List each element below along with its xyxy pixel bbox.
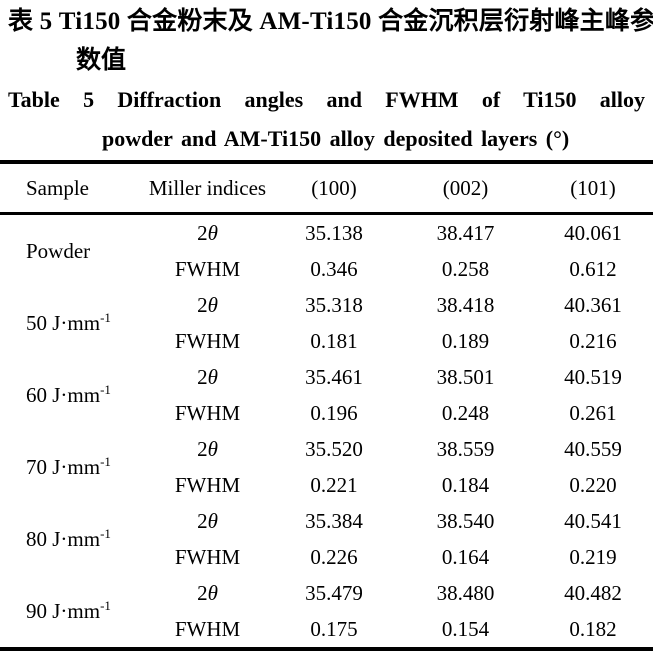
caption-english-line1: Table 5 Diffraction angles and FWHM of T… <box>8 87 645 112</box>
caption-english-line2: powder and AM-Ti150 alloy deposited laye… <box>102 126 570 151</box>
metric-cell: FWHM <box>174 544 241 569</box>
table-row: Powder 2θ 35.138 38.417 40.061 <box>0 214 653 264</box>
metric-cell: 2θ <box>197 220 218 245</box>
table-row: FWHM 0.226 0.164 0.219 <box>0 539 653 575</box>
header-100: (100) <box>270 162 398 215</box>
value-cell: 40.559 <box>564 436 622 461</box>
metric-cell: 2θ <box>197 292 218 317</box>
value-cell: 0.182 <box>569 616 617 641</box>
value-cell: 38.559 <box>436 436 495 461</box>
value-cell: 35.318 <box>305 292 363 317</box>
table-row: 80 J·mm-1 2θ 35.384 38.540 40.541 <box>0 503 653 552</box>
diffraction-table: Sample Miller indices (100) (002) (101) … <box>0 160 653 651</box>
value-cell: 0.261 <box>569 400 617 425</box>
sample-cell-50: 50 J·mm-1 <box>26 310 111 335</box>
value-cell: 0.248 <box>441 400 490 425</box>
value-cell: 40.519 <box>564 364 622 389</box>
table-row: FWHM 0.346 0.258 0.612 <box>0 251 653 287</box>
value-cell: 0.184 <box>441 472 490 497</box>
value-cell: 35.461 <box>305 364 363 389</box>
value-cell: 0.181 <box>310 328 358 353</box>
table-row: 70 J·mm-1 2θ 35.520 38.559 40.559 <box>0 431 653 480</box>
value-cell: 0.175 <box>310 616 358 641</box>
metric-cell: FWHM <box>174 328 241 353</box>
value-cell: 0.196 <box>310 400 358 425</box>
table-row: 90 J·mm-1 2θ 35.479 38.480 40.482 <box>0 575 653 624</box>
caption-chinese-line2: 数值 <box>76 47 127 74</box>
value-cell: 40.061 <box>564 220 622 245</box>
metric-cell: FWHM <box>174 256 241 281</box>
table-row: 60 J·mm-1 2θ 35.461 38.501 40.519 <box>0 359 653 408</box>
metric-cell: FWHM <box>174 400 241 425</box>
table-header-row: Sample Miller indices (100) (002) (101) <box>0 162 653 215</box>
metric-cell: FWHM <box>174 616 241 641</box>
caption-chinese-line1: 表 5 Ti150 合金粉末及 AM-Ti150 合金沉积层衍射峰主峰参 <box>8 8 653 35</box>
value-cell: 0.221 <box>310 472 358 497</box>
value-cell: 0.346 <box>310 256 358 281</box>
table-row: FWHM 0.196 0.248 0.261 <box>0 395 653 431</box>
value-cell: 40.361 <box>564 292 622 317</box>
header-sample: Sample <box>0 162 145 215</box>
value-cell: 0.220 <box>569 472 617 497</box>
metric-cell: 2θ <box>197 508 218 533</box>
value-cell: 0.612 <box>569 256 617 281</box>
sample-cell-70: 70 J·mm-1 <box>26 454 111 479</box>
value-cell: 0.226 <box>310 544 358 569</box>
value-cell: 0.164 <box>441 544 490 569</box>
header-101: (101) <box>533 162 653 215</box>
value-cell: 0.258 <box>441 256 490 281</box>
value-cell: 38.417 <box>436 220 495 245</box>
value-cell: 0.154 <box>441 616 490 641</box>
sample-cell-60: 60 J·mm-1 <box>26 382 111 407</box>
sample-cell-80: 80 J·mm-1 <box>26 526 111 551</box>
value-cell: 35.138 <box>305 220 363 245</box>
value-cell: 0.189 <box>441 328 490 353</box>
value-cell: 35.384 <box>305 508 363 533</box>
value-cell: 35.520 <box>305 436 363 461</box>
value-cell: 38.540 <box>436 508 495 533</box>
value-cell: 38.418 <box>436 292 495 317</box>
value-cell: 35.479 <box>305 580 363 605</box>
table-row: FWHM 0.175 0.154 0.182 <box>0 611 653 649</box>
metric-cell: FWHM <box>174 472 241 497</box>
value-cell: 40.541 <box>564 508 622 533</box>
header-002: (002) <box>398 162 533 215</box>
value-cell: 38.501 <box>436 364 495 389</box>
value-cell: 38.480 <box>436 580 495 605</box>
metric-cell: 2θ <box>197 364 218 389</box>
table-row: FWHM 0.221 0.184 0.220 <box>0 467 653 503</box>
metric-cell: 2θ <box>197 580 218 605</box>
value-cell: 0.219 <box>569 544 617 569</box>
table-row: FWHM 0.181 0.189 0.216 <box>0 323 653 359</box>
value-cell: 0.216 <box>569 328 617 353</box>
value-cell: 40.482 <box>564 580 622 605</box>
metric-cell: 2θ <box>197 436 218 461</box>
sample-cell-powder: Powder <box>26 239 91 263</box>
sample-cell-90: 90 J·mm-1 <box>26 598 111 623</box>
header-miller-indices: Miller indices <box>145 162 270 215</box>
table-row: 50 J·mm-1 2θ 35.318 38.418 40.361 <box>0 287 653 336</box>
